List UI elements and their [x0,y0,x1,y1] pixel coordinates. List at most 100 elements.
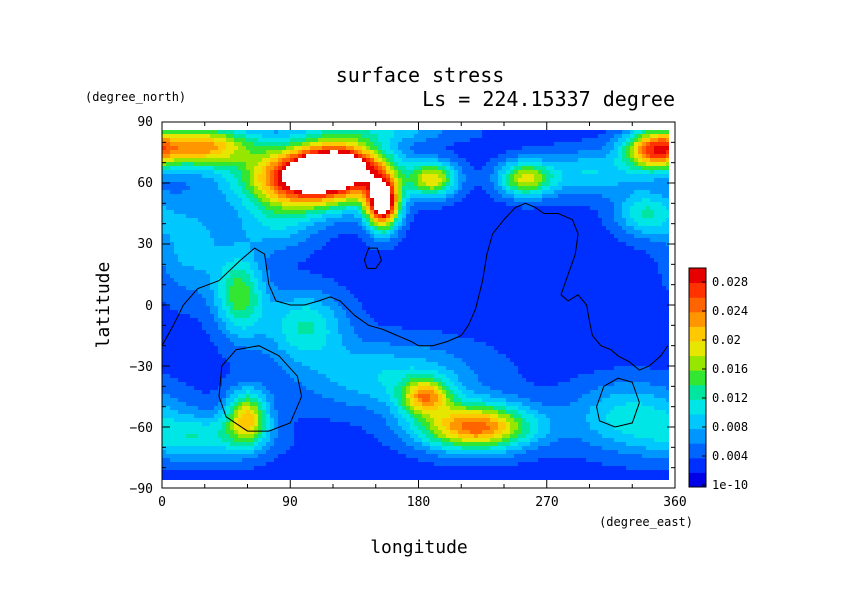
heatmap-cell [570,162,575,167]
heatmap-cell [530,258,535,263]
heatmap-cell [450,182,455,187]
heatmap-cell [330,158,335,163]
heatmap-cell [442,198,447,203]
heatmap-cell [178,242,183,247]
heatmap-cell [582,258,587,263]
heatmap-cell [562,258,567,263]
heatmap-cell [634,150,639,155]
heatmap-cell [554,254,559,259]
heatmap-cell [346,266,351,271]
heatmap-cell [430,146,435,151]
heatmap-cell [406,170,411,175]
heatmap-cell [326,230,331,235]
heatmap-cell [270,158,275,163]
heatmap-cell [190,274,195,279]
heatmap-cell [430,210,435,215]
heatmap-cell [290,134,295,139]
heatmap-cell [246,158,251,163]
heatmap-cell [502,274,507,279]
heatmap-cell [478,182,483,187]
heatmap-cell [206,218,211,223]
heatmap-cell [306,166,311,171]
heatmap-cell [482,258,487,263]
heatmap-cell [614,186,619,191]
heatmap-cell [590,242,595,247]
heatmap-cell [378,178,383,183]
heatmap-cell [378,250,383,255]
heatmap-cell [278,270,283,275]
heatmap-cell [202,270,207,275]
heatmap-cell [174,250,179,255]
heatmap-cell [614,266,619,271]
heatmap-cell [490,142,495,147]
heatmap-cell [602,150,607,155]
heatmap-cell [426,130,431,135]
heatmap-cell [278,266,283,271]
heatmap-cell [578,230,583,235]
heatmap-cell [642,258,647,263]
heatmap-cell [310,150,315,155]
heatmap-cell [482,206,487,211]
heatmap-cell [278,258,283,263]
heatmap-cell [614,218,619,223]
heatmap-cell [458,230,463,235]
heatmap-cell [594,146,599,151]
heatmap-cell [386,138,391,143]
heatmap-cell [486,130,491,135]
heatmap-cell [558,266,563,271]
heatmap-cell [354,238,359,243]
heatmap-cell [182,182,187,187]
heatmap-cell [614,170,619,175]
heatmap-cell [430,226,435,231]
heatmap-cell [586,226,591,231]
heatmap-cell [506,230,511,235]
heatmap-cell [310,238,315,243]
heatmap-cell [226,238,231,243]
heatmap-cell [210,214,215,219]
heatmap-cell [510,198,515,203]
heatmap-cell [222,186,227,191]
heatmap-cell [506,134,511,139]
heatmap-cell [586,198,591,203]
heatmap-cell [594,218,599,223]
heatmap-cell [422,262,427,267]
heatmap-cell [170,134,175,139]
heatmap-cell [330,230,335,235]
heatmap-cell [514,210,519,215]
heatmap-cell [394,226,399,231]
heatmap-cell [250,226,255,231]
heatmap-cell [370,214,375,219]
heatmap-cell [566,246,571,251]
heatmap-cell [222,198,227,203]
heatmap-cell [498,198,503,203]
heatmap-cell [638,198,643,203]
heatmap-cell [222,154,227,159]
heatmap-cell [266,178,271,183]
heatmap-cell [518,242,523,247]
heatmap-cell [534,258,539,263]
heatmap-cell [406,250,411,255]
heatmap-cell [482,242,487,247]
heatmap-cell [442,262,447,267]
heatmap-cell [334,190,339,195]
heatmap-cell [426,230,431,235]
heatmap-cell [430,206,435,211]
heatmap-cell [222,158,227,163]
heatmap-cell [470,222,475,227]
heatmap-cell [270,254,275,259]
heatmap-cell [450,226,455,231]
heatmap-cell [202,162,207,167]
heatmap-cell [182,130,187,135]
heatmap-cell [310,182,315,187]
heatmap-cell [394,214,399,219]
heatmap-cell [254,250,259,255]
heatmap-cell [390,210,395,215]
heatmap-cell [198,178,203,183]
heatmap-cell [230,230,235,235]
heatmap-cell [506,258,511,263]
heatmap-cell [230,154,235,159]
heatmap-cell [422,174,427,179]
heatmap-cell [518,142,523,147]
heatmap-cell [238,214,243,219]
heatmap-cell [458,218,463,223]
